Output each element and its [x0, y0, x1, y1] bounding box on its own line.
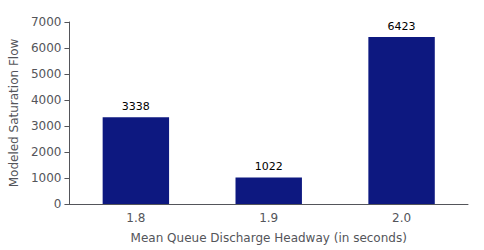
- svg-text:6000: 6000: [31, 41, 62, 55]
- svg-text:Mean Queue Discharge Headway (: Mean Queue Discharge Headway (in seconds…: [131, 231, 407, 245]
- svg-text:3338: 3338: [122, 100, 150, 113]
- svg-text:0: 0: [54, 197, 62, 211]
- svg-text:1.8: 1.8: [126, 211, 145, 225]
- svg-text:4000: 4000: [31, 93, 62, 107]
- svg-text:2000: 2000: [31, 145, 62, 159]
- svg-text:6423: 6423: [388, 20, 416, 33]
- svg-text:1000: 1000: [31, 171, 62, 185]
- svg-text:2.0: 2.0: [392, 211, 411, 225]
- svg-text:5000: 5000: [31, 67, 62, 81]
- svg-text:3000: 3000: [31, 119, 62, 133]
- svg-text:7000: 7000: [31, 15, 62, 29]
- svg-text:1.9: 1.9: [259, 211, 278, 225]
- svg-text:1022: 1022: [255, 160, 283, 173]
- svg-text:Modeled Saturation Flow: Modeled Saturation Flow: [7, 39, 21, 188]
